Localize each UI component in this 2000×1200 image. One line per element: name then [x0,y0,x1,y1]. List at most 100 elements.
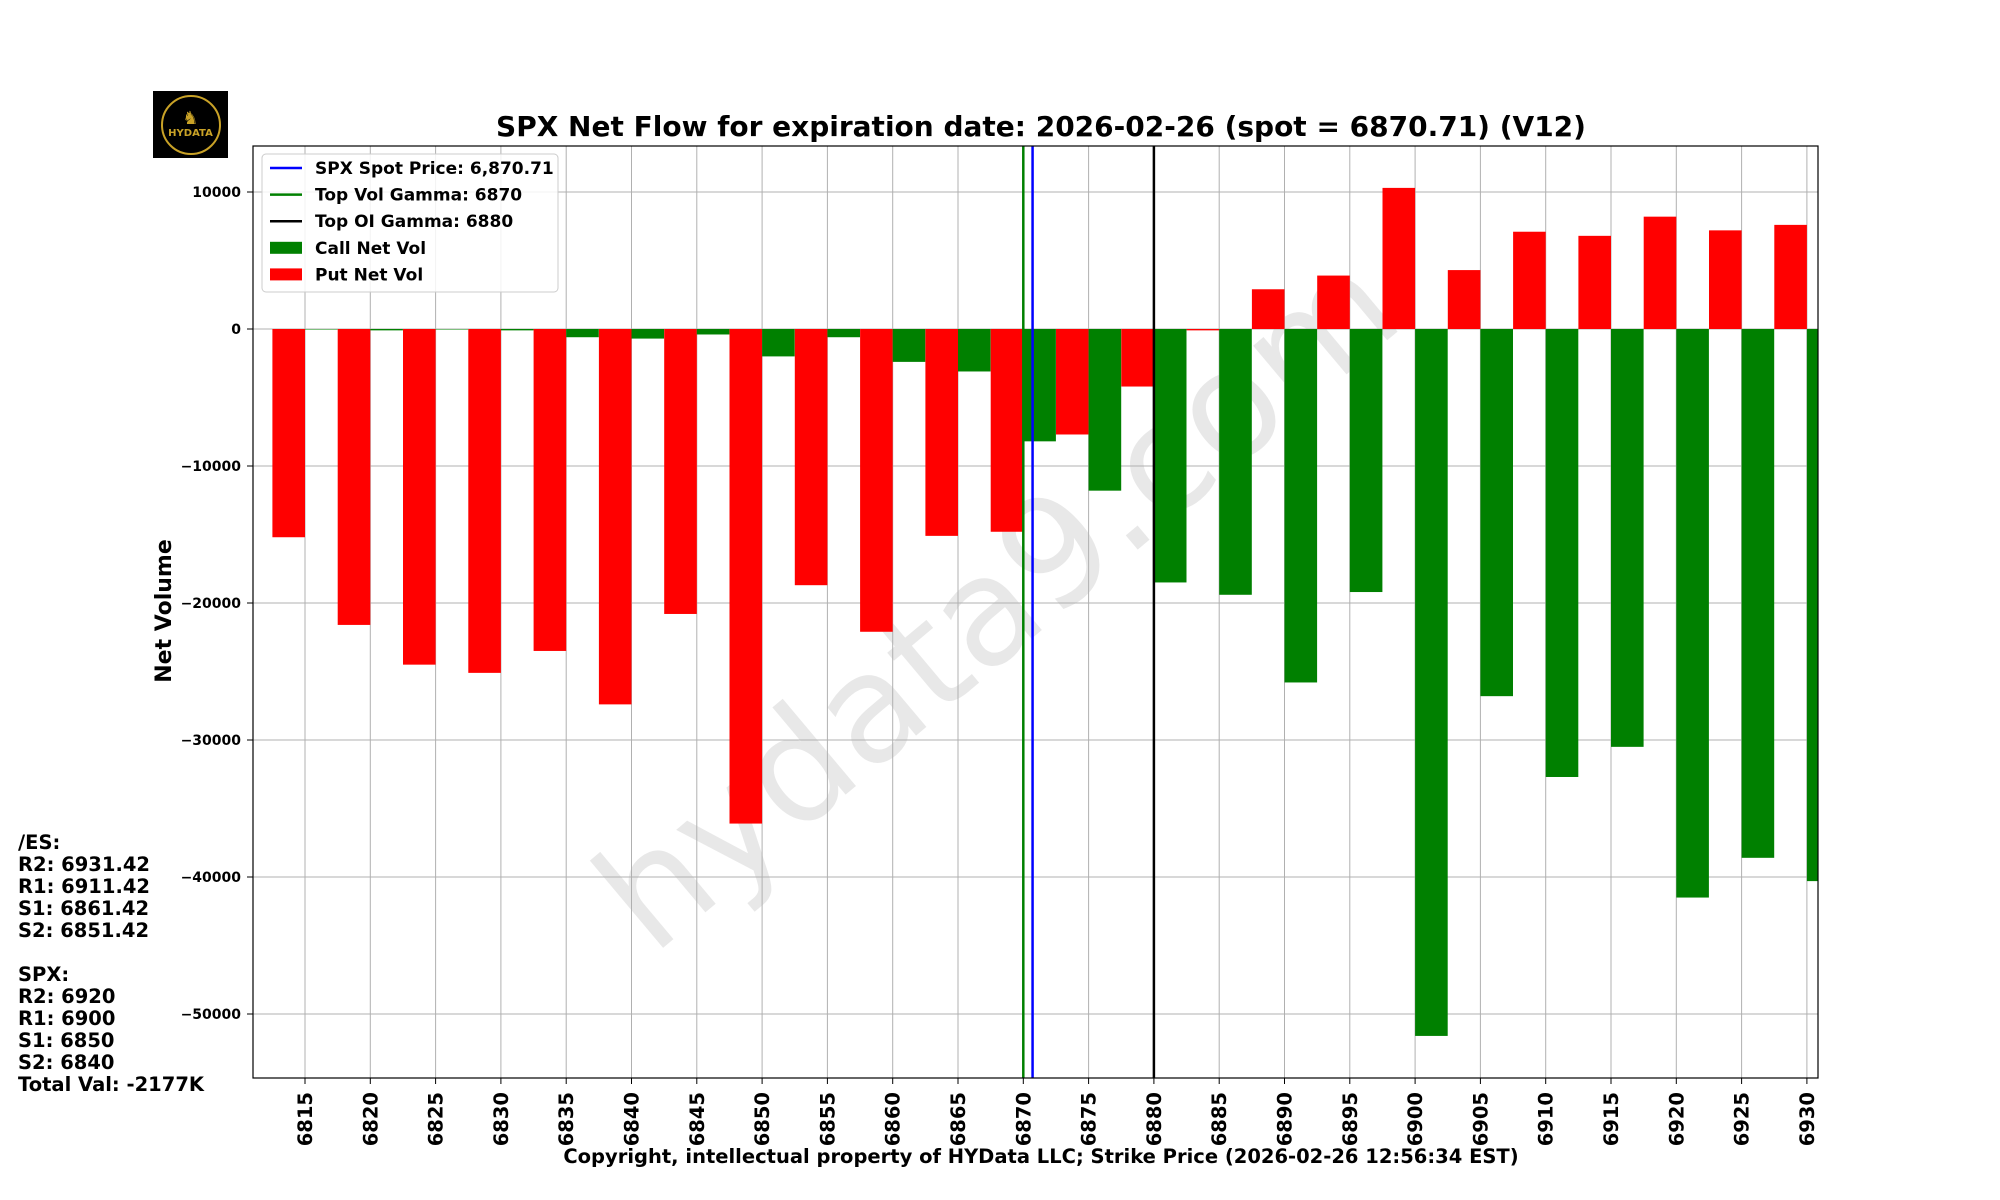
call-bar [1088,329,1122,491]
put-bar [468,329,501,673]
levels-panel: /ES: R2: 6931.42 R1: 6911.42 S1: 6861.42… [18,832,204,1096]
x-tick-label: 6870 [1012,1092,1035,1146]
put-bar [729,329,763,824]
horse-icon: ♞ [182,108,199,129]
call-bar [370,329,403,331]
y-tick-label: −50000 [181,1007,242,1023]
plot-frame [252,145,1819,1079]
call-bar [1284,329,1318,683]
call-bar [1219,329,1252,595]
call-bar [566,329,599,338]
put-bar [598,329,632,705]
logo-ring: ♞ HYDATA [160,94,221,155]
spx-level: R2: 6920 [18,985,116,1008]
call-bar [1415,329,1448,1036]
spx-level: S1: 6850 [18,1029,115,1052]
put-bar [1382,187,1416,329]
es-level: S2: 6851.42 [18,919,150,942]
spx-level: R1: 6900 [18,1007,116,1030]
legend-patch-swatch [270,241,302,254]
x-tick-label: 6840 [621,1092,644,1146]
es-level: S1: 6861.42 [18,897,150,920]
y-tick-label: −10000 [181,459,242,475]
x-tick-label: 6900 [1404,1092,1427,1146]
x-tick-label: 6920 [1665,1092,1688,1146]
spx-level: S2: 6840 [18,1051,115,1074]
x-tick-label: 6875 [1078,1092,1101,1146]
put-bar [1121,329,1154,387]
legend-label: Top Vol Gamma: 6870 [315,186,522,206]
put-bar [664,329,697,614]
put-bar [1774,224,1807,329]
x-tick-label: 6860 [882,1092,905,1146]
call-bar [958,329,991,372]
legend-label: Top OI Gamma: 6880 [315,212,513,232]
legend-box [261,153,559,293]
call-bar [696,329,730,335]
call-bar [1676,329,1709,898]
call-bar [435,329,469,330]
put-bar [272,329,305,538]
call-bar [500,329,534,331]
x-tick-label: 6850 [751,1092,774,1146]
x-tick-label: 6905 [1469,1092,1492,1146]
put-bar [990,329,1024,532]
call-bar [631,329,665,339]
put-bar [1643,216,1677,329]
call-bar [762,329,795,357]
x-tick-label: 6880 [1143,1092,1166,1146]
put-bar [1317,275,1350,329]
x-tick-label: 6815 [294,1092,317,1146]
call-bar [1806,329,1818,882]
legend-patch-swatch [270,268,302,281]
put-bar [1056,329,1089,435]
y-tick-label: −20000 [181,596,242,612]
spx-header: SPX: [18,963,70,986]
x-tick-label: 6865 [947,1092,970,1146]
put-bar [1513,231,1546,329]
es-header: /ES: [18,831,61,854]
x-tick-label: 6820 [359,1092,382,1146]
put-bar [1447,270,1481,329]
put-bar [925,329,958,536]
y-axis-label: Net Volume [152,539,177,683]
logo-text: HYDATA [168,128,213,139]
x-tick-label: 6855 [816,1092,839,1146]
call-bar [1023,329,1056,442]
x-tick-label: 6825 [425,1092,448,1146]
call-bar [1349,329,1383,593]
call-bar [1611,329,1644,747]
spacer [18,942,204,964]
put-bar [1709,230,1742,329]
x-tick-label: 6890 [1274,1092,1297,1146]
put-bar [403,329,436,665]
y-tick-label: 10000 [192,185,241,201]
y-tick-label: −30000 [181,733,242,749]
y-tick-label: −40000 [181,870,242,886]
x-axis-label: Copyright, intellectual property of HYDa… [563,1145,1518,1168]
es-level: R1: 6911.42 [18,875,150,898]
x-tick-label: 6910 [1535,1092,1558,1146]
call-bar [1545,329,1579,777]
x-tick-label: 6925 [1731,1092,1754,1146]
call-bar [892,329,926,362]
x-tick-label: 6885 [1208,1092,1231,1146]
call-bar [1480,329,1513,697]
put-bar [1186,329,1220,331]
y-tick-label: 0 [231,322,241,338]
x-tick-label: 6895 [1339,1092,1362,1146]
put-bar [1251,289,1285,329]
call-bar [305,329,338,330]
x-tick-label: 6830 [490,1092,513,1146]
call-bar [1741,329,1775,858]
put-bar [860,329,893,632]
es-level: R2: 6931.42 [18,853,150,876]
x-tick-label: 6915 [1600,1092,1623,1146]
hydata-logo: ♞ HYDATA [153,91,228,158]
put-bar [337,329,371,625]
total-value: Total Val: -2177K [18,1073,204,1096]
put-bar [794,329,828,586]
x-tick-label: 6930 [1796,1092,1819,1146]
x-tick-label: 6845 [686,1092,709,1146]
